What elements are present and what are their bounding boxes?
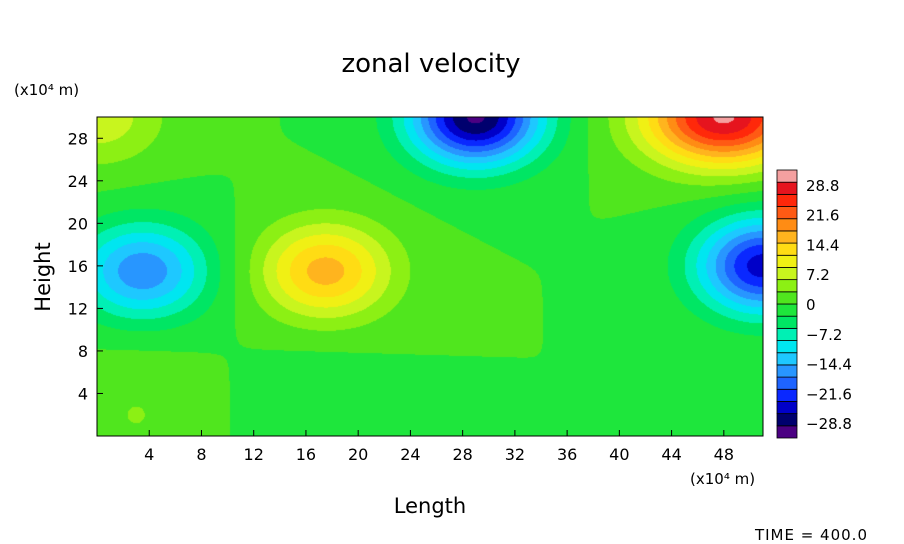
- x-tick-label: 4: [144, 445, 154, 464]
- colorbar-label: −7.2: [806, 326, 842, 344]
- x-tick-label: 20: [348, 445, 368, 464]
- x-tick-label: 8: [196, 445, 206, 464]
- colorbar-swatch: [776, 181, 798, 195]
- y-tick-label: 24: [68, 172, 88, 191]
- y-tick-label: 16: [68, 257, 88, 276]
- colorbar-swatch: [776, 425, 798, 439]
- x-tick-label: 28: [452, 445, 472, 464]
- colorbar: [776, 169, 798, 439]
- x-tick-label: 32: [505, 445, 525, 464]
- colorbar-label: 7.2: [806, 266, 830, 284]
- colorbar-swatch: [776, 388, 798, 402]
- colorbar-swatch: [776, 413, 798, 427]
- y-tick-label: 20: [68, 214, 88, 233]
- colorbar-swatch: [776, 242, 798, 256]
- x-tick-labels: 4 8 12 16 20 24 28 32 36 40 44 48: [144, 430, 734, 464]
- colorbar-labels: 28.8 21.6 14.4 7.2 0 −7.2 −14.4 −21.6 −28.8: [806, 177, 852, 433]
- colorbar-label: 28.8: [806, 177, 839, 195]
- x-tick-label: 44: [661, 445, 681, 464]
- x-tick-label: 12: [244, 445, 264, 464]
- colorbar-label: 21.6: [806, 207, 839, 225]
- colorbar-swatch: [776, 218, 798, 232]
- y-axis-title: Height: [31, 242, 55, 311]
- colorbar-swatch: [776, 327, 798, 341]
- y-tick-labels: 4 8 12 16 20 24 28: [68, 129, 103, 403]
- colorbar-swatch: [776, 291, 798, 305]
- colorbar-swatch: [776, 193, 798, 207]
- x-axis-title: Length: [394, 494, 466, 518]
- y-tick-label: 28: [68, 129, 88, 148]
- plot-area: [96, 116, 764, 437]
- x-tick-label: 36: [557, 445, 577, 464]
- x-tick-label: 48: [714, 445, 734, 464]
- colorbar-swatch: [776, 376, 798, 390]
- colorbar-swatch: [776, 303, 798, 317]
- chart-title: zonal velocity: [341, 49, 520, 79]
- colorbar-label: 14.4: [806, 236, 839, 254]
- colorbar-swatch: [776, 254, 798, 268]
- colorbar-swatch: [776, 230, 798, 244]
- colorbar-swatch: [776, 206, 798, 220]
- colorbar-swatch: [776, 364, 798, 378]
- colorbar-swatch: [776, 267, 798, 281]
- time-label: TIME = 400.0: [754, 526, 868, 544]
- colorbar-label: −14.4: [806, 356, 852, 374]
- colorbar-swatch: [776, 169, 798, 183]
- colorbar-swatch: [776, 340, 798, 354]
- x-tick-label: 16: [296, 445, 316, 464]
- y-tick-label: 4: [78, 384, 88, 403]
- colorbar-swatch: [776, 315, 798, 329]
- colorbar-label: −28.8: [806, 415, 852, 433]
- x-axis-unit: (x10⁴ m): [690, 470, 755, 488]
- x-tick-label: 24: [400, 445, 420, 464]
- colorbar-label: −21.6: [806, 385, 852, 403]
- y-tick-label: 12: [68, 299, 88, 318]
- colorbar-swatch: [776, 401, 798, 415]
- colorbar-swatch: [776, 279, 798, 293]
- y-axis-unit: (x10⁴ m): [14, 81, 79, 99]
- colorbar-label: 0: [806, 296, 816, 314]
- y-tick-label: 8: [78, 342, 88, 361]
- plot-frame: [96, 116, 764, 437]
- x-tick-label: 40: [609, 445, 629, 464]
- colorbar-swatch: [776, 352, 798, 366]
- velocity-field: [97, 117, 763, 436]
